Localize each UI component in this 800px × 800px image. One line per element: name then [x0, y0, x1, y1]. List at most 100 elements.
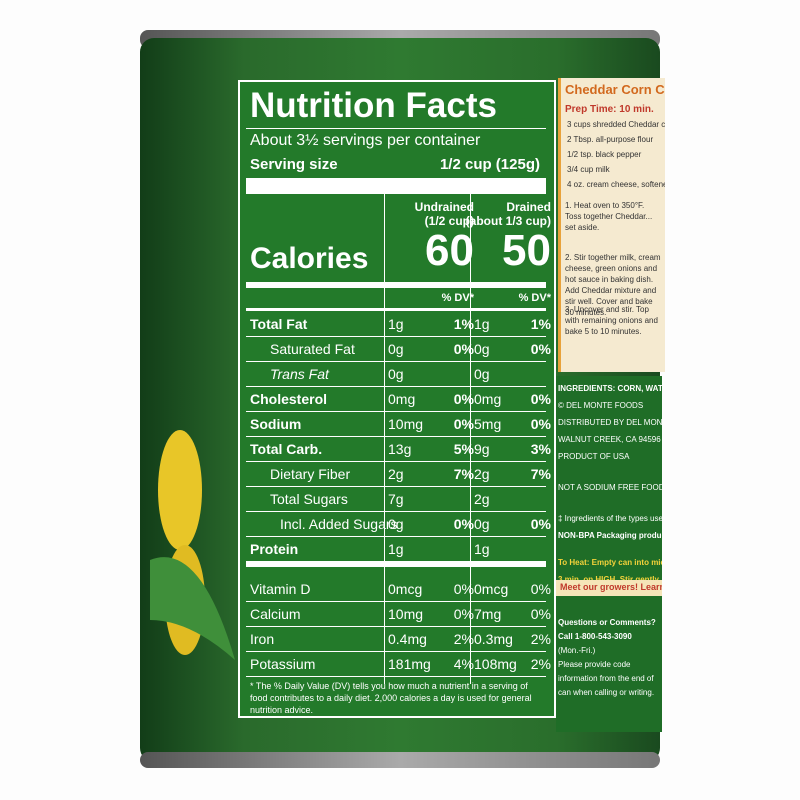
column-note: (1/2 cup)	[424, 214, 474, 228]
nutrient-label: Iron	[250, 631, 275, 647]
rule	[246, 436, 546, 437]
rule	[246, 386, 546, 387]
column-name: Drained	[506, 200, 551, 214]
nutrient-amount: 9g	[474, 441, 490, 457]
nutrient-amount: 0mg	[474, 391, 502, 407]
nutrient-amount: 5mg	[474, 416, 502, 432]
contact-line: Questions or Comments?	[558, 618, 656, 627]
nutrient-amount: 2g	[474, 466, 490, 482]
rule	[246, 308, 546, 311]
info-line: NON-BPA Packaging produced	[558, 531, 662, 540]
rule	[246, 626, 546, 627]
nutrient-amount: 0mcg	[388, 581, 423, 597]
rule	[246, 128, 546, 129]
nutrient-label: Total Sugars	[270, 491, 348, 507]
daily-value: 1%	[530, 316, 551, 332]
rule	[384, 194, 385, 684]
nutrient-label: Protein	[250, 541, 299, 557]
nutrient-amount: 1g	[474, 316, 490, 332]
daily-value: 0%	[530, 416, 551, 432]
contact-line: (Mon.-Fri.)	[558, 646, 596, 655]
info-line: INGREDIENTS: CORN, WATER,	[558, 384, 662, 393]
footnote: * The % Daily Value (DV) tells you how m…	[250, 681, 532, 715]
info-line: © DEL MONTE FOODS	[558, 401, 644, 410]
nutrient-amount: 1g	[388, 541, 404, 557]
contact-line: information from the end of	[558, 674, 654, 683]
rule	[246, 561, 546, 567]
info-line: NOT A SODIUM FREE FOOD	[558, 483, 662, 492]
nutrient-amount: 2g	[388, 466, 404, 482]
corn-leaf	[150, 557, 235, 660]
side-info: INGREDIENTS: CORN, WATER, © DEL MONTE FOO…	[556, 376, 662, 732]
nutrient-amount: 7g	[388, 491, 404, 507]
info-line: DISTRIBUTED BY DEL MONTE	[558, 418, 662, 427]
column-name: Undrained	[414, 200, 474, 214]
nutrient-amount: 0g	[474, 516, 490, 532]
nutrient-label: Dietary Fiber	[270, 466, 351, 482]
daily-value: 5%	[453, 441, 474, 457]
nutrient-amount: 7mg	[474, 606, 502, 622]
nutrient-amount: 1g	[474, 541, 490, 557]
rule	[246, 486, 546, 487]
nutrient-amount: 0mg	[388, 391, 416, 407]
corn-cob	[158, 430, 202, 550]
panel-title: Nutrition Facts	[250, 86, 497, 125]
recipe-card: Cheddar Corn Ca Prep Time: 10 min. 3 cups …	[558, 78, 665, 372]
nutrient-label: Vitamin D	[250, 581, 311, 597]
recipe-ingredient: 4 oz. cream cheese, softened	[567, 180, 665, 189]
contact-line: can when calling or writing.	[558, 688, 655, 697]
info-line: To Heat: Empty can into microwave	[558, 558, 662, 567]
rule	[470, 194, 471, 684]
daily-value: 2%	[530, 656, 551, 672]
corn-illustration	[150, 430, 235, 660]
nutrient-amount: 2g	[474, 491, 490, 507]
recipe-ingredient: 3/4 cup milk	[567, 165, 610, 174]
nutrient-label: Incl. Added Sugars	[280, 516, 398, 532]
nutrient-amount: 0g	[388, 341, 404, 357]
nutrient-amount: 0mcg	[474, 581, 509, 597]
daily-value: 0%	[453, 606, 474, 622]
nutrient-label: Total Fat	[250, 316, 308, 332]
dv-header: % DV*	[518, 292, 551, 304]
nutrient-amount: 13g	[388, 441, 412, 457]
nutrient-label: Cholesterol	[250, 391, 328, 407]
info-line: PRODUCT OF USA	[558, 452, 630, 461]
nutrient-amount: 0g	[474, 366, 490, 382]
rule	[246, 461, 546, 462]
info-line: 3 min. on HIGH. Stir gently.	[558, 575, 661, 584]
daily-value: 4%	[453, 656, 474, 672]
rule	[246, 282, 546, 288]
info-line: WALNUT CREEK, CA 94596	[558, 435, 661, 444]
daily-value: 0%	[530, 341, 551, 357]
recipe-step: 2. Stir together milk, cream cheese, gre…	[565, 253, 661, 317]
daily-value: 0%	[453, 341, 474, 357]
dv-header: % DV*	[441, 292, 474, 304]
nutrient-amount: 0g	[474, 341, 490, 357]
serving-size-label: Serving size	[250, 156, 338, 173]
contact-line: Please provide code	[558, 660, 631, 669]
serving-size-value: 1/2 cup (125g)	[439, 156, 540, 173]
nutrient-label: Total Carb.	[250, 441, 323, 457]
can-rim	[140, 752, 660, 768]
daily-value: 0%	[453, 516, 474, 532]
banner: Meet our growers! Learn more	[556, 580, 662, 596]
rule	[246, 336, 546, 337]
recipe-ingredient: 2 Tbsp. all-purpose flour	[567, 135, 654, 144]
daily-value: 7%	[530, 466, 551, 482]
recipe-step: 3. Uncover and stir. Top with remaining …	[565, 305, 658, 336]
rule	[246, 651, 546, 652]
nutrient-amount: 0g	[388, 366, 404, 382]
nutrient-amount: 10mg	[388, 416, 424, 432]
daily-value: 0%	[530, 606, 551, 622]
daily-value: 0%	[530, 516, 551, 532]
daily-value: 0%	[453, 391, 474, 407]
daily-value: 0%	[530, 391, 551, 407]
nutrient-amount: 0.4mg	[388, 631, 427, 647]
nutrition-panel: Nutrition Facts About 3½ servings per con…	[238, 80, 556, 718]
daily-value: 0%	[453, 581, 474, 597]
calories-value: 60	[425, 226, 474, 275]
nutrient-label: Potassium	[250, 656, 316, 672]
calories-label: Calories	[250, 242, 369, 275]
rule	[246, 676, 546, 677]
